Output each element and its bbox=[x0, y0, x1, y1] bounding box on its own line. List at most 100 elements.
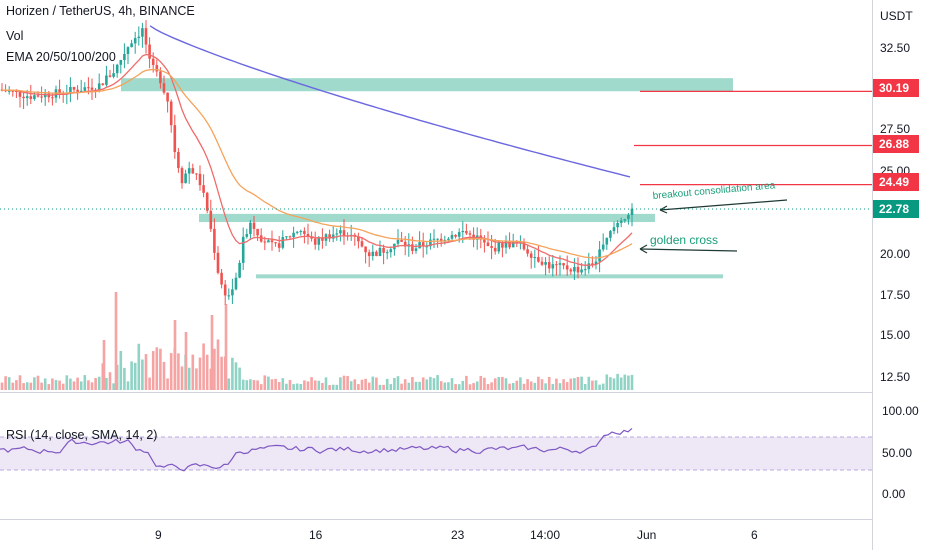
volume-bar bbox=[393, 377, 396, 390]
candle-body bbox=[360, 241, 364, 247]
volume-bar bbox=[36, 375, 40, 390]
volume-bar bbox=[114, 292, 118, 390]
candle-body bbox=[223, 284, 227, 296]
volume-bar bbox=[551, 384, 555, 390]
candle-body bbox=[501, 242, 504, 248]
volume-bar bbox=[576, 377, 580, 390]
candle-body bbox=[465, 230, 468, 234]
candle-body bbox=[123, 53, 126, 60]
candle-body bbox=[36, 95, 40, 97]
volume-bar bbox=[159, 348, 162, 390]
candle-body bbox=[97, 83, 101, 90]
price-tick: 27.50 bbox=[880, 122, 910, 136]
candle-body bbox=[58, 89, 61, 94]
volume-bar bbox=[367, 382, 371, 390]
volume-bar bbox=[429, 376, 432, 390]
volume-bar bbox=[94, 378, 97, 390]
volume-bar bbox=[547, 376, 551, 390]
volume-bar bbox=[562, 379, 565, 390]
volume-bar bbox=[371, 376, 375, 390]
volume-bar bbox=[598, 384, 601, 390]
volume-bar bbox=[497, 377, 501, 390]
candle-body bbox=[184, 173, 187, 184]
volume-bar bbox=[90, 382, 94, 390]
candle-body bbox=[76, 89, 79, 92]
candle-body bbox=[630, 208, 634, 216]
volume-bar bbox=[378, 384, 382, 390]
price-label-26-88 bbox=[873, 135, 919, 153]
candle-body bbox=[133, 38, 137, 44]
zone-rect bbox=[256, 274, 723, 279]
volume-bar bbox=[69, 378, 72, 390]
candle-body bbox=[40, 96, 43, 98]
candle-body bbox=[191, 168, 195, 174]
candle-body bbox=[159, 71, 162, 84]
volume-bar bbox=[148, 377, 151, 390]
volume-bar bbox=[407, 382, 411, 390]
volume-bar bbox=[623, 374, 627, 390]
ema-lines bbox=[1, 25, 633, 266]
candle-body bbox=[295, 231, 299, 233]
candle-body bbox=[277, 243, 281, 248]
volume-bar bbox=[508, 383, 511, 390]
candle-body bbox=[180, 168, 184, 184]
volume-bar bbox=[54, 380, 58, 390]
candle-body bbox=[623, 219, 627, 221]
volume-bar bbox=[382, 384, 385, 390]
volume-bar bbox=[224, 304, 228, 390]
volume-bar bbox=[33, 377, 36, 390]
candle-body bbox=[252, 222, 256, 229]
volume-bar bbox=[0, 382, 4, 390]
price-tick: 32.50 bbox=[880, 41, 910, 55]
volume-bar bbox=[238, 367, 241, 390]
volume-bar bbox=[349, 381, 353, 390]
volume-bar bbox=[493, 378, 497, 390]
volume-bar bbox=[583, 384, 587, 390]
candle-body bbox=[382, 247, 385, 253]
volume-bar bbox=[102, 340, 106, 390]
volume-bar bbox=[22, 383, 25, 390]
volume-bar bbox=[501, 376, 504, 390]
candle-body bbox=[173, 125, 177, 152]
candle-body bbox=[202, 185, 205, 193]
volume-bar bbox=[544, 383, 547, 390]
volume-bar bbox=[558, 383, 562, 390]
candle-body bbox=[209, 210, 213, 229]
candle-body bbox=[299, 230, 303, 232]
volume-bar bbox=[587, 376, 591, 390]
ema-20-line bbox=[1, 53, 633, 266]
time-tick: 16 bbox=[309, 528, 323, 542]
candle-body bbox=[90, 87, 94, 90]
candle-body bbox=[281, 237, 285, 248]
vol-indicator-label[interactable]: Vol bbox=[6, 29, 24, 43]
volume-bar bbox=[162, 361, 166, 390]
volume-bar bbox=[259, 384, 263, 390]
candle-body bbox=[429, 239, 432, 247]
candle-body bbox=[126, 47, 130, 54]
candle-body bbox=[43, 93, 47, 98]
volume-bar bbox=[331, 384, 335, 390]
candle-body bbox=[605, 237, 609, 245]
volume-bar bbox=[616, 373, 619, 390]
candle-body bbox=[418, 242, 421, 249]
ema-indicator-label[interactable]: EMA 20/50/100/200 bbox=[6, 50, 116, 64]
candle-body bbox=[321, 237, 324, 241]
volume-bar bbox=[133, 362, 137, 390]
candle-body bbox=[612, 227, 616, 232]
candle-body bbox=[267, 240, 270, 243]
candle-body bbox=[231, 289, 234, 296]
candle-body bbox=[79, 90, 83, 92]
volume-bar bbox=[130, 361, 133, 390]
volume-bar bbox=[519, 377, 522, 390]
rsi-indicator-label[interactable]: RSI (14, close, SMA, 14, 2) bbox=[6, 428, 158, 442]
ema-200-line bbox=[149, 25, 631, 178]
volume-bar bbox=[241, 379, 245, 390]
volume-bar bbox=[472, 383, 475, 390]
time-tick: 23 bbox=[451, 528, 465, 542]
volume-bar bbox=[245, 380, 249, 390]
candle-body bbox=[508, 240, 511, 248]
candle-body bbox=[551, 264, 555, 269]
volume-bar bbox=[231, 357, 234, 390]
volume-bar bbox=[591, 380, 594, 390]
